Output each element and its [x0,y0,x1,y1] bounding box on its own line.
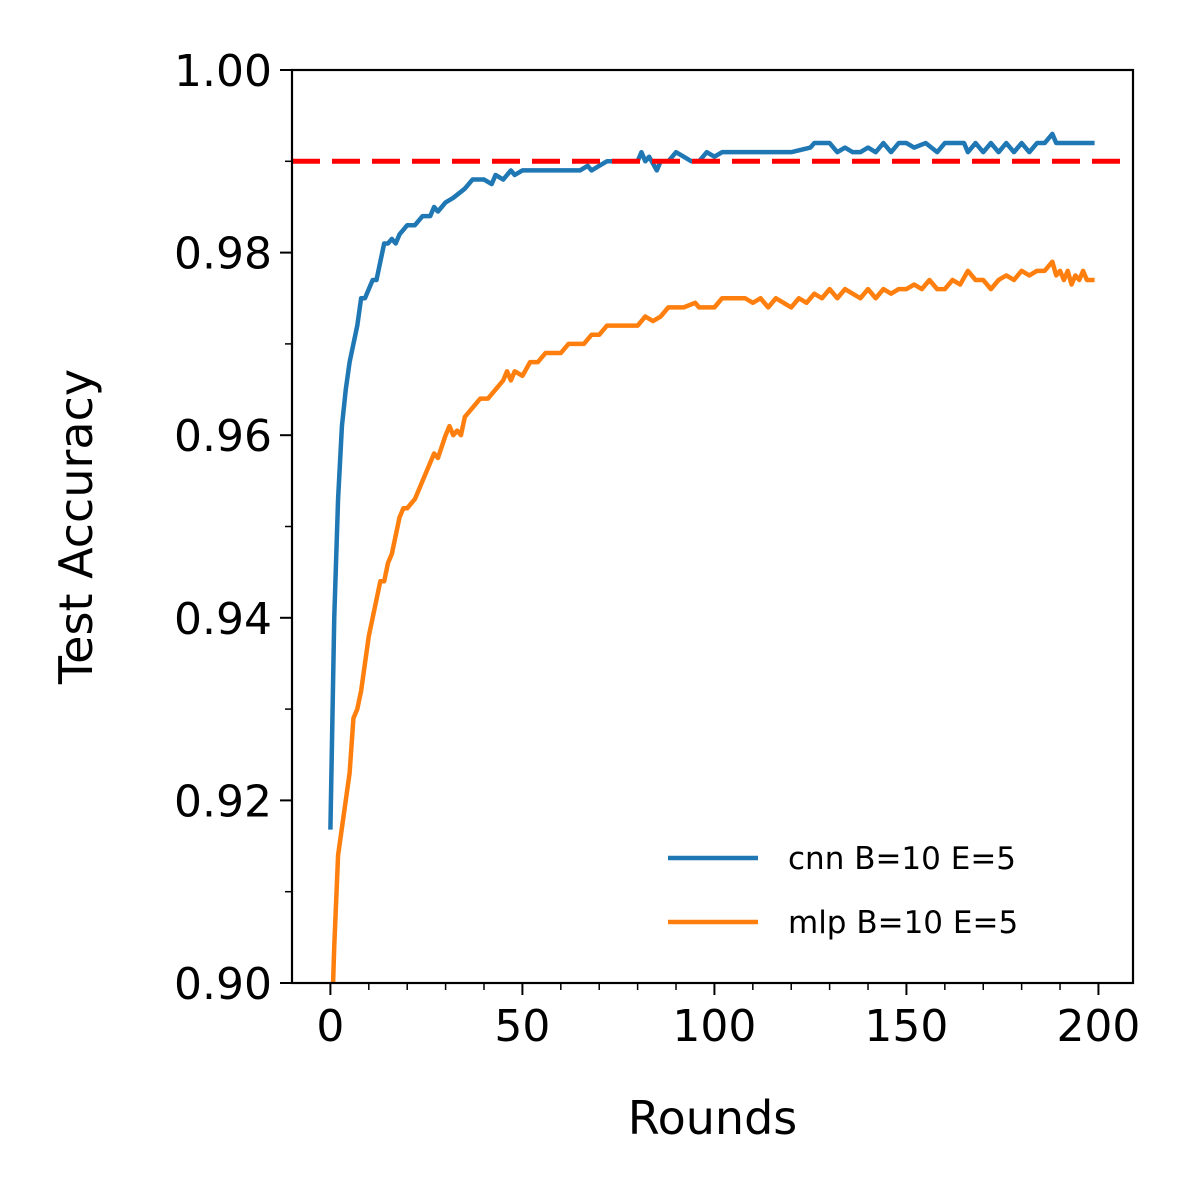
x-tick-label: 150 [864,1001,948,1052]
y-tick-label: 1.00 [174,46,272,97]
x-tick-label: 200 [1056,1001,1140,1052]
series-line-1 [330,259,1095,984]
x-tick-label: 50 [494,1001,550,1052]
legend: cnn B=10 E=5 mlp B=10 E=5 [668,841,1018,941]
y-tick-label: 0.96 [174,411,272,462]
series-line-0 [328,131,1095,830]
legend-label: cnn B=10 E=5 [788,841,1016,877]
y-tick-label: 0.94 [174,594,272,645]
y-axis: 0.90 0.92 0.94 0.96 0.98 1.00 [174,46,292,1010]
y-tick-label: 0.92 [174,776,272,827]
y-tick-label: 0.98 [174,229,272,280]
x-axis: 0 50 100 150 200 [316,983,1140,1052]
x-tick-label: 0 [316,1001,344,1052]
y-tick-label: 0.90 [174,959,272,1010]
x-axis-title: Rounds [628,1091,798,1145]
y-axis-title: Test Accuracy [49,369,103,685]
x-tick-label: 100 [672,1001,756,1052]
legend-label: mlp B=10 E=5 [788,905,1018,941]
series-layer [328,131,1095,984]
